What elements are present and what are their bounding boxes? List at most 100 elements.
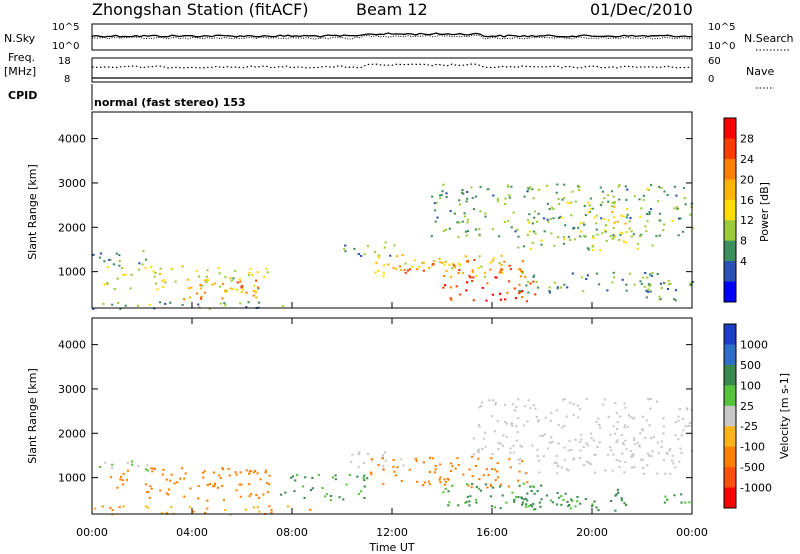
heatmap-cell xyxy=(334,474,337,477)
heatmap-cell xyxy=(176,481,179,484)
heatmap-cell xyxy=(570,449,573,451)
heatmap-cell xyxy=(598,423,601,426)
heatmap-cell xyxy=(648,424,651,427)
heatmap-cell xyxy=(512,211,515,214)
nsearch-tick-bottom: 10^0 xyxy=(708,41,735,52)
heatmap-cell xyxy=(650,437,653,440)
heatmap-cell xyxy=(651,450,654,453)
heatmap-cell xyxy=(563,197,566,200)
heatmap-cell xyxy=(609,433,612,436)
heatmap-cell xyxy=(430,235,433,238)
heatmap-cell xyxy=(204,511,207,514)
x-tick-label: 12:00 xyxy=(376,526,408,539)
heatmap-cell xyxy=(474,498,478,501)
heatmap-cell xyxy=(324,495,327,498)
heatmap-cell xyxy=(256,286,260,289)
heatmap-cell xyxy=(484,445,487,448)
heatmap-cell xyxy=(255,296,258,299)
heatmap-cell xyxy=(573,238,576,241)
heatmap-cell xyxy=(546,202,549,205)
heatmap-cell xyxy=(449,286,452,289)
heatmap-cell xyxy=(587,211,590,214)
heatmap-cell xyxy=(486,486,489,489)
heatmap-cell xyxy=(579,502,582,505)
heatmap-cell xyxy=(523,195,526,198)
heatmap-cell xyxy=(628,220,631,223)
heatmap-cell xyxy=(238,483,241,486)
heatmap-cell xyxy=(664,472,667,475)
heatmap-cell xyxy=(537,419,540,422)
heatmap-cell xyxy=(595,272,598,275)
heatmap-cell xyxy=(580,230,583,233)
heatmap-cell xyxy=(414,457,417,460)
heatmap-cell xyxy=(266,481,269,484)
heatmap-cell xyxy=(416,268,419,271)
heatmap-cell xyxy=(589,432,592,435)
heatmap-cell xyxy=(611,211,614,213)
heatmap-cell xyxy=(618,465,621,468)
heatmap-cell xyxy=(549,499,552,502)
heatmap-cell xyxy=(545,184,549,187)
heatmap-cell xyxy=(619,231,622,234)
heatmap-cell xyxy=(404,262,407,265)
heatmap-cell xyxy=(102,302,105,305)
heatmap-cell xyxy=(607,453,610,456)
heatmap-cell xyxy=(501,444,504,447)
heatmap-cell xyxy=(540,484,543,487)
heatmap-cell xyxy=(607,415,610,418)
heatmap-cell xyxy=(480,405,483,408)
heatmap-cell xyxy=(611,237,614,240)
heatmap-cell xyxy=(662,229,665,232)
heatmap-cell xyxy=(248,472,251,475)
heatmap-cell xyxy=(466,495,469,498)
heatmap-cell xyxy=(632,437,636,440)
heatmap-cell xyxy=(399,269,403,271)
heatmap-cell xyxy=(673,185,676,188)
heatmap-cell xyxy=(583,234,586,237)
heatmap-cell xyxy=(574,438,577,441)
heatmap-cell xyxy=(130,273,133,276)
heatmap-cell xyxy=(393,470,396,473)
heatmap-cell xyxy=(558,496,561,499)
heatmap-cell xyxy=(344,250,347,253)
heatmap-cell xyxy=(126,461,129,464)
heatmap-cell xyxy=(498,262,501,265)
heatmap-cell xyxy=(623,402,626,405)
heatmap-cell xyxy=(205,275,208,278)
heatmap-cell xyxy=(515,406,518,409)
heatmap-cell xyxy=(633,443,636,446)
heatmap-cell xyxy=(434,220,437,223)
heatmap-cell xyxy=(586,444,589,447)
heatmap-cell xyxy=(553,281,556,284)
heatmap-cell xyxy=(550,206,553,209)
heatmap-cell xyxy=(680,493,683,496)
x-axis: 00:00 04:00 08:00 12:00 16:00 20:00 00:00 xyxy=(76,302,708,539)
heatmap-cell xyxy=(576,496,579,498)
heatmap-cell xyxy=(188,506,191,509)
heatmap-cell xyxy=(471,475,474,478)
colorbar-swatch xyxy=(724,179,736,201)
heatmap-cell xyxy=(616,488,619,491)
heatmap-cell xyxy=(556,472,559,475)
heatmap-cell xyxy=(111,463,114,466)
heatmap-cell xyxy=(666,288,670,290)
heatmap-cell xyxy=(618,198,621,201)
heatmap-cell xyxy=(536,420,540,423)
heatmap-cell xyxy=(469,276,472,279)
heatmap-cell xyxy=(395,255,398,258)
colorbar-tick-label: 4 xyxy=(740,255,747,268)
heatmap-cell xyxy=(257,301,260,304)
heatmap-cell xyxy=(363,474,366,477)
heatmap-cell xyxy=(174,280,177,283)
heatmap-cell xyxy=(258,496,261,499)
heatmap-cell xyxy=(370,473,373,476)
heatmap-cell xyxy=(343,247,346,250)
heatmap-cell xyxy=(584,214,587,217)
heatmap-cell xyxy=(150,467,153,470)
heatmap-cell xyxy=(182,298,186,301)
heatmap-cell xyxy=(258,510,261,513)
heatmap-cell xyxy=(584,498,587,500)
heatmap-cell xyxy=(218,285,222,288)
heatmap-cell xyxy=(574,200,577,203)
heatmap-cell xyxy=(579,449,582,452)
